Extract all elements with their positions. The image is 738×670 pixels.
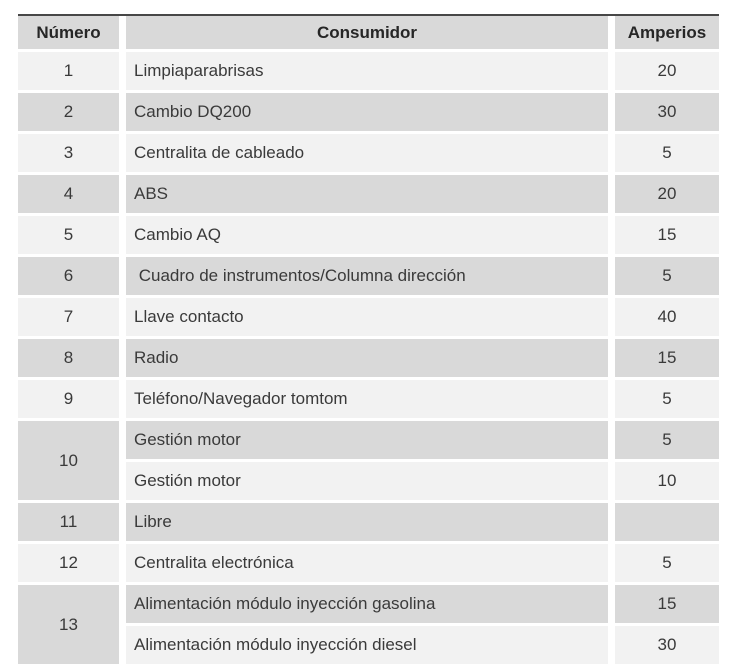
cell-numero: 6 [18, 257, 126, 298]
cell-numero: 2 [18, 93, 126, 134]
cell-numero: 8 [18, 339, 126, 380]
table-row: 13 Alimentación módulo inyección gasolin… [18, 585, 719, 667]
cell-amperios: 5 [615, 544, 719, 585]
table-header: Número Consumidor Amperios [18, 16, 719, 52]
column-header-numero: Número [18, 16, 126, 52]
cell-amperios: 30 [615, 93, 719, 134]
cell-amperios: 20 [615, 175, 719, 216]
cell-numero: 3 [18, 134, 126, 175]
cell-numero: 5 [18, 216, 126, 257]
table-row: Alimentación módulo inyección diesel 30 [18, 626, 719, 667]
table-row: 9 Teléfono/Navegador tomtom 5 [18, 380, 719, 421]
cell-amperios [615, 503, 719, 544]
cell-amperios: 5 [615, 380, 719, 421]
fuse-table: Número Consumidor Amperios 1 Limpiaparab… [18, 14, 719, 667]
column-header-amperios: Amperios [615, 16, 719, 52]
cell-consumidor: Alimentación módulo inyección gasolina [126, 585, 615, 626]
cell-amperios: 30 [615, 626, 719, 667]
cell-numero: 12 [18, 544, 126, 585]
cell-consumidor: Centralita de cableado [126, 134, 615, 175]
header-row: Número Consumidor Amperios [18, 16, 719, 52]
cell-consumidor: Cambio AQ [126, 216, 615, 257]
cell-amperios: 10 [615, 462, 719, 503]
cell-numero: 4 [18, 175, 126, 216]
cell-consumidor: Limpiaparabrisas [126, 52, 615, 93]
table-row: 11 Libre [18, 503, 719, 544]
cell-amperios: 15 [615, 585, 719, 626]
cell-consumidor: Teléfono/Navegador tomtom [126, 380, 615, 421]
cell-numero-merged: 13 [18, 585, 126, 667]
table-row: 3 Centralita de cableado 5 [18, 134, 719, 175]
column-header-consumidor: Consumidor [126, 16, 615, 52]
cell-consumidor: Cambio DQ200 [126, 93, 615, 134]
cell-consumidor: Gestión motor [126, 462, 615, 503]
table-row: 2 Cambio DQ200 30 [18, 93, 719, 134]
cell-consumidor: Gestión motor [126, 421, 615, 462]
cell-amperios: 5 [615, 134, 719, 175]
cell-numero: 11 [18, 503, 126, 544]
table-row: 6 Cuadro de instrumentos/Columna direcci… [18, 257, 719, 298]
cell-amperios: 15 [615, 339, 719, 380]
cell-numero: 1 [18, 52, 126, 93]
cell-amperios: 20 [615, 52, 719, 93]
cell-consumidor: Centralita electrónica [126, 544, 615, 585]
table-body: 1 Limpiaparabrisas 20 2 Cambio DQ200 30 … [18, 52, 719, 667]
cell-consumidor: Radio [126, 339, 615, 380]
table-row: 10 Gestión motor 5 [18, 421, 719, 503]
cell-amperios: 40 [615, 298, 719, 339]
page: Número Consumidor Amperios 1 Limpiaparab… [0, 14, 738, 670]
table-row: 5 Cambio AQ 15 [18, 216, 719, 257]
cell-consumidor: Alimentación módulo inyección diesel [126, 626, 615, 667]
table-row: 7 Llave contacto 40 [18, 298, 719, 339]
table-row: Gestión motor 10 [18, 462, 719, 503]
table-row: 1 Limpiaparabrisas 20 [18, 52, 719, 93]
cell-amperios: 15 [615, 216, 719, 257]
cell-amperios: 5 [615, 421, 719, 462]
table-row: 12 Centralita electrónica 5 [18, 544, 719, 585]
cell-consumidor: Libre [126, 503, 615, 544]
cell-numero: 7 [18, 298, 126, 339]
table-row: 4 ABS 20 [18, 175, 719, 216]
cell-consumidor: Cuadro de instrumentos/Columna dirección [126, 257, 615, 298]
table-row: 8 Radio 15 [18, 339, 719, 380]
cell-consumidor: ABS [126, 175, 615, 216]
cell-amperios: 5 [615, 257, 719, 298]
cell-numero-merged: 10 [18, 421, 126, 503]
cell-numero: 9 [18, 380, 126, 421]
cell-consumidor: Llave contacto [126, 298, 615, 339]
